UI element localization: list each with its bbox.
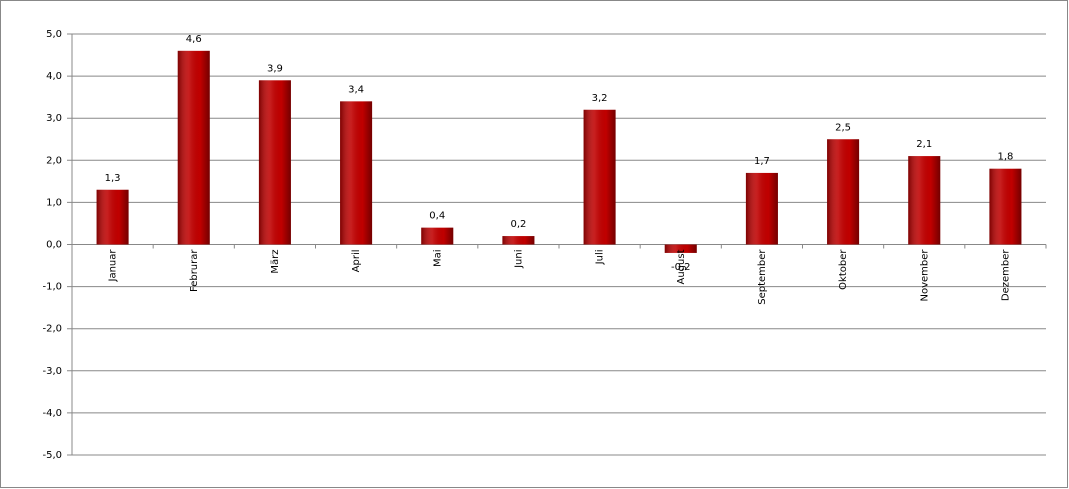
y-tick-label: 2,0 — [46, 155, 62, 166]
y-tick-label: 1,0 — [46, 197, 62, 208]
x-tick-label: Oktober — [838, 249, 849, 290]
x-tick-label: Februrar — [189, 249, 200, 292]
value-label: 1,3 — [105, 173, 121, 184]
y-tick-label: -1,0 — [42, 282, 62, 293]
x-tick-label: Juni — [513, 250, 524, 269]
bar-shade — [258, 80, 291, 245]
x-tick-label: September — [757, 249, 768, 305]
y-tick-label: -4,0 — [42, 408, 62, 419]
x-tick-label: November — [919, 249, 930, 302]
bar-shade — [664, 244, 697, 253]
bar-shade — [908, 156, 941, 245]
y-tick-label: 5,0 — [46, 29, 62, 40]
value-label: -0,2 — [671, 262, 691, 273]
value-label: 0,4 — [429, 211, 445, 222]
bar-shade — [502, 236, 535, 245]
x-tick-label: Dezember — [1000, 249, 1011, 301]
value-label: 3,4 — [348, 84, 364, 95]
y-tick-label: -2,0 — [42, 324, 62, 335]
value-label: 1,7 — [754, 156, 770, 167]
x-tick-label: März — [270, 250, 281, 274]
y-tick-label: 4,0 — [46, 71, 62, 82]
value-label: 3,2 — [592, 93, 608, 104]
bar-shade — [745, 172, 778, 245]
bar-shade — [177, 50, 210, 245]
bar-shade — [421, 227, 454, 245]
y-tick-label: -3,0 — [42, 366, 62, 377]
value-label: 1,8 — [997, 152, 1013, 163]
x-tick-label: April — [351, 250, 362, 273]
x-tick-label: August — [676, 249, 687, 284]
bar-shade — [583, 109, 616, 245]
bar-shade — [340, 101, 373, 245]
bar-shade — [989, 168, 1022, 245]
value-label: 2,5 — [835, 122, 851, 133]
value-label: 4,6 — [186, 34, 202, 45]
y-tick-label: 0,0 — [46, 240, 62, 251]
bar-shade — [827, 139, 860, 245]
x-tick-label: Januar — [108, 249, 119, 283]
x-tick-label: Mai — [432, 250, 443, 268]
value-label: 0,2 — [510, 219, 526, 230]
y-tick-label: -5,0 — [42, 450, 62, 461]
bar-shade — [96, 189, 129, 245]
x-tick-label: Juli — [595, 250, 606, 266]
value-label: 3,9 — [267, 63, 283, 74]
y-tick-label: 3,0 — [46, 113, 62, 124]
value-label: 2,1 — [916, 139, 932, 150]
